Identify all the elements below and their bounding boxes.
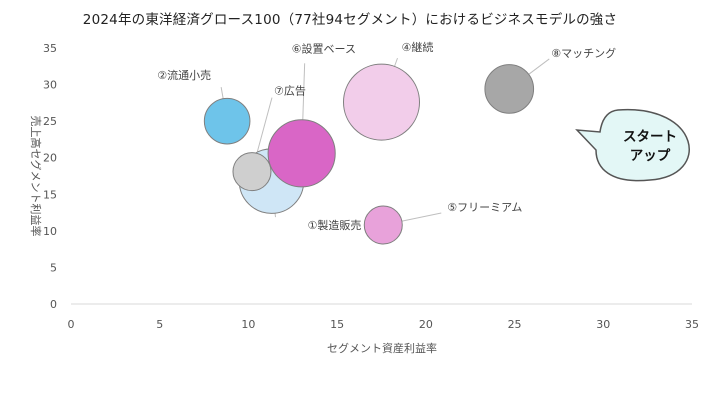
y-tick-label: 0 — [50, 298, 57, 311]
x-tick-label: 35 — [685, 318, 699, 331]
x-tick-label: 15 — [330, 318, 344, 331]
bubble — [203, 97, 251, 145]
point-label: ⑤フリーミアム — [447, 201, 522, 214]
point-label: ⑦広告 — [274, 85, 306, 98]
y-tick-label: 35 — [43, 42, 57, 55]
y-tick-label: 5 — [50, 261, 57, 274]
bubble — [232, 152, 272, 192]
x-tick-label: 25 — [508, 318, 522, 331]
callout-shape — [575, 109, 690, 182]
y-tick-label: 25 — [43, 115, 57, 128]
bubbles — [203, 63, 535, 245]
bubble — [484, 64, 535, 114]
x-tick-label: 30 — [596, 318, 610, 331]
bubble — [267, 119, 336, 188]
y-tick-label: 10 — [43, 225, 57, 238]
point-labels: ①製造販売 ②流通小売 ④継続 ⑤フリーミアム ⑥設置ベース ⑦広告 ⑧マッチング — [157, 40, 616, 232]
callout-text-line1: スタート — [623, 129, 677, 145]
point-label: ④継続 — [402, 40, 434, 54]
x-axis-label: セグメント資産利益率 — [327, 341, 437, 355]
point-label: ①製造販売 — [307, 218, 361, 232]
y-tick-label: 20 — [43, 152, 57, 165]
point-label: ②流通小売 — [157, 68, 211, 82]
chart-title: 2024年の東洋経済グロース100（77社94セグメント）におけるビジネスモデル… — [82, 12, 618, 28]
x-tick-label: 0 — [68, 318, 75, 331]
y-axis-label: 売上高セグメント利益率 — [29, 116, 43, 237]
callout-text-line2: アップ — [630, 148, 671, 164]
y-tick-label: 15 — [43, 188, 57, 201]
point-label: ⑥設置ベース — [292, 41, 356, 55]
x-tick-label: 10 — [241, 318, 255, 331]
point-label: ⑧マッチング — [551, 46, 616, 60]
x-tick-label: 20 — [419, 318, 433, 331]
axes: 0 5 10 15 20 25 30 35 0 5 10 15 20 25 30 35 — [43, 42, 699, 331]
x-tick-label: 5 — [156, 318, 163, 331]
bubble — [363, 205, 403, 245]
bubble — [343, 63, 420, 141]
y-tick-label: 30 — [43, 79, 57, 92]
